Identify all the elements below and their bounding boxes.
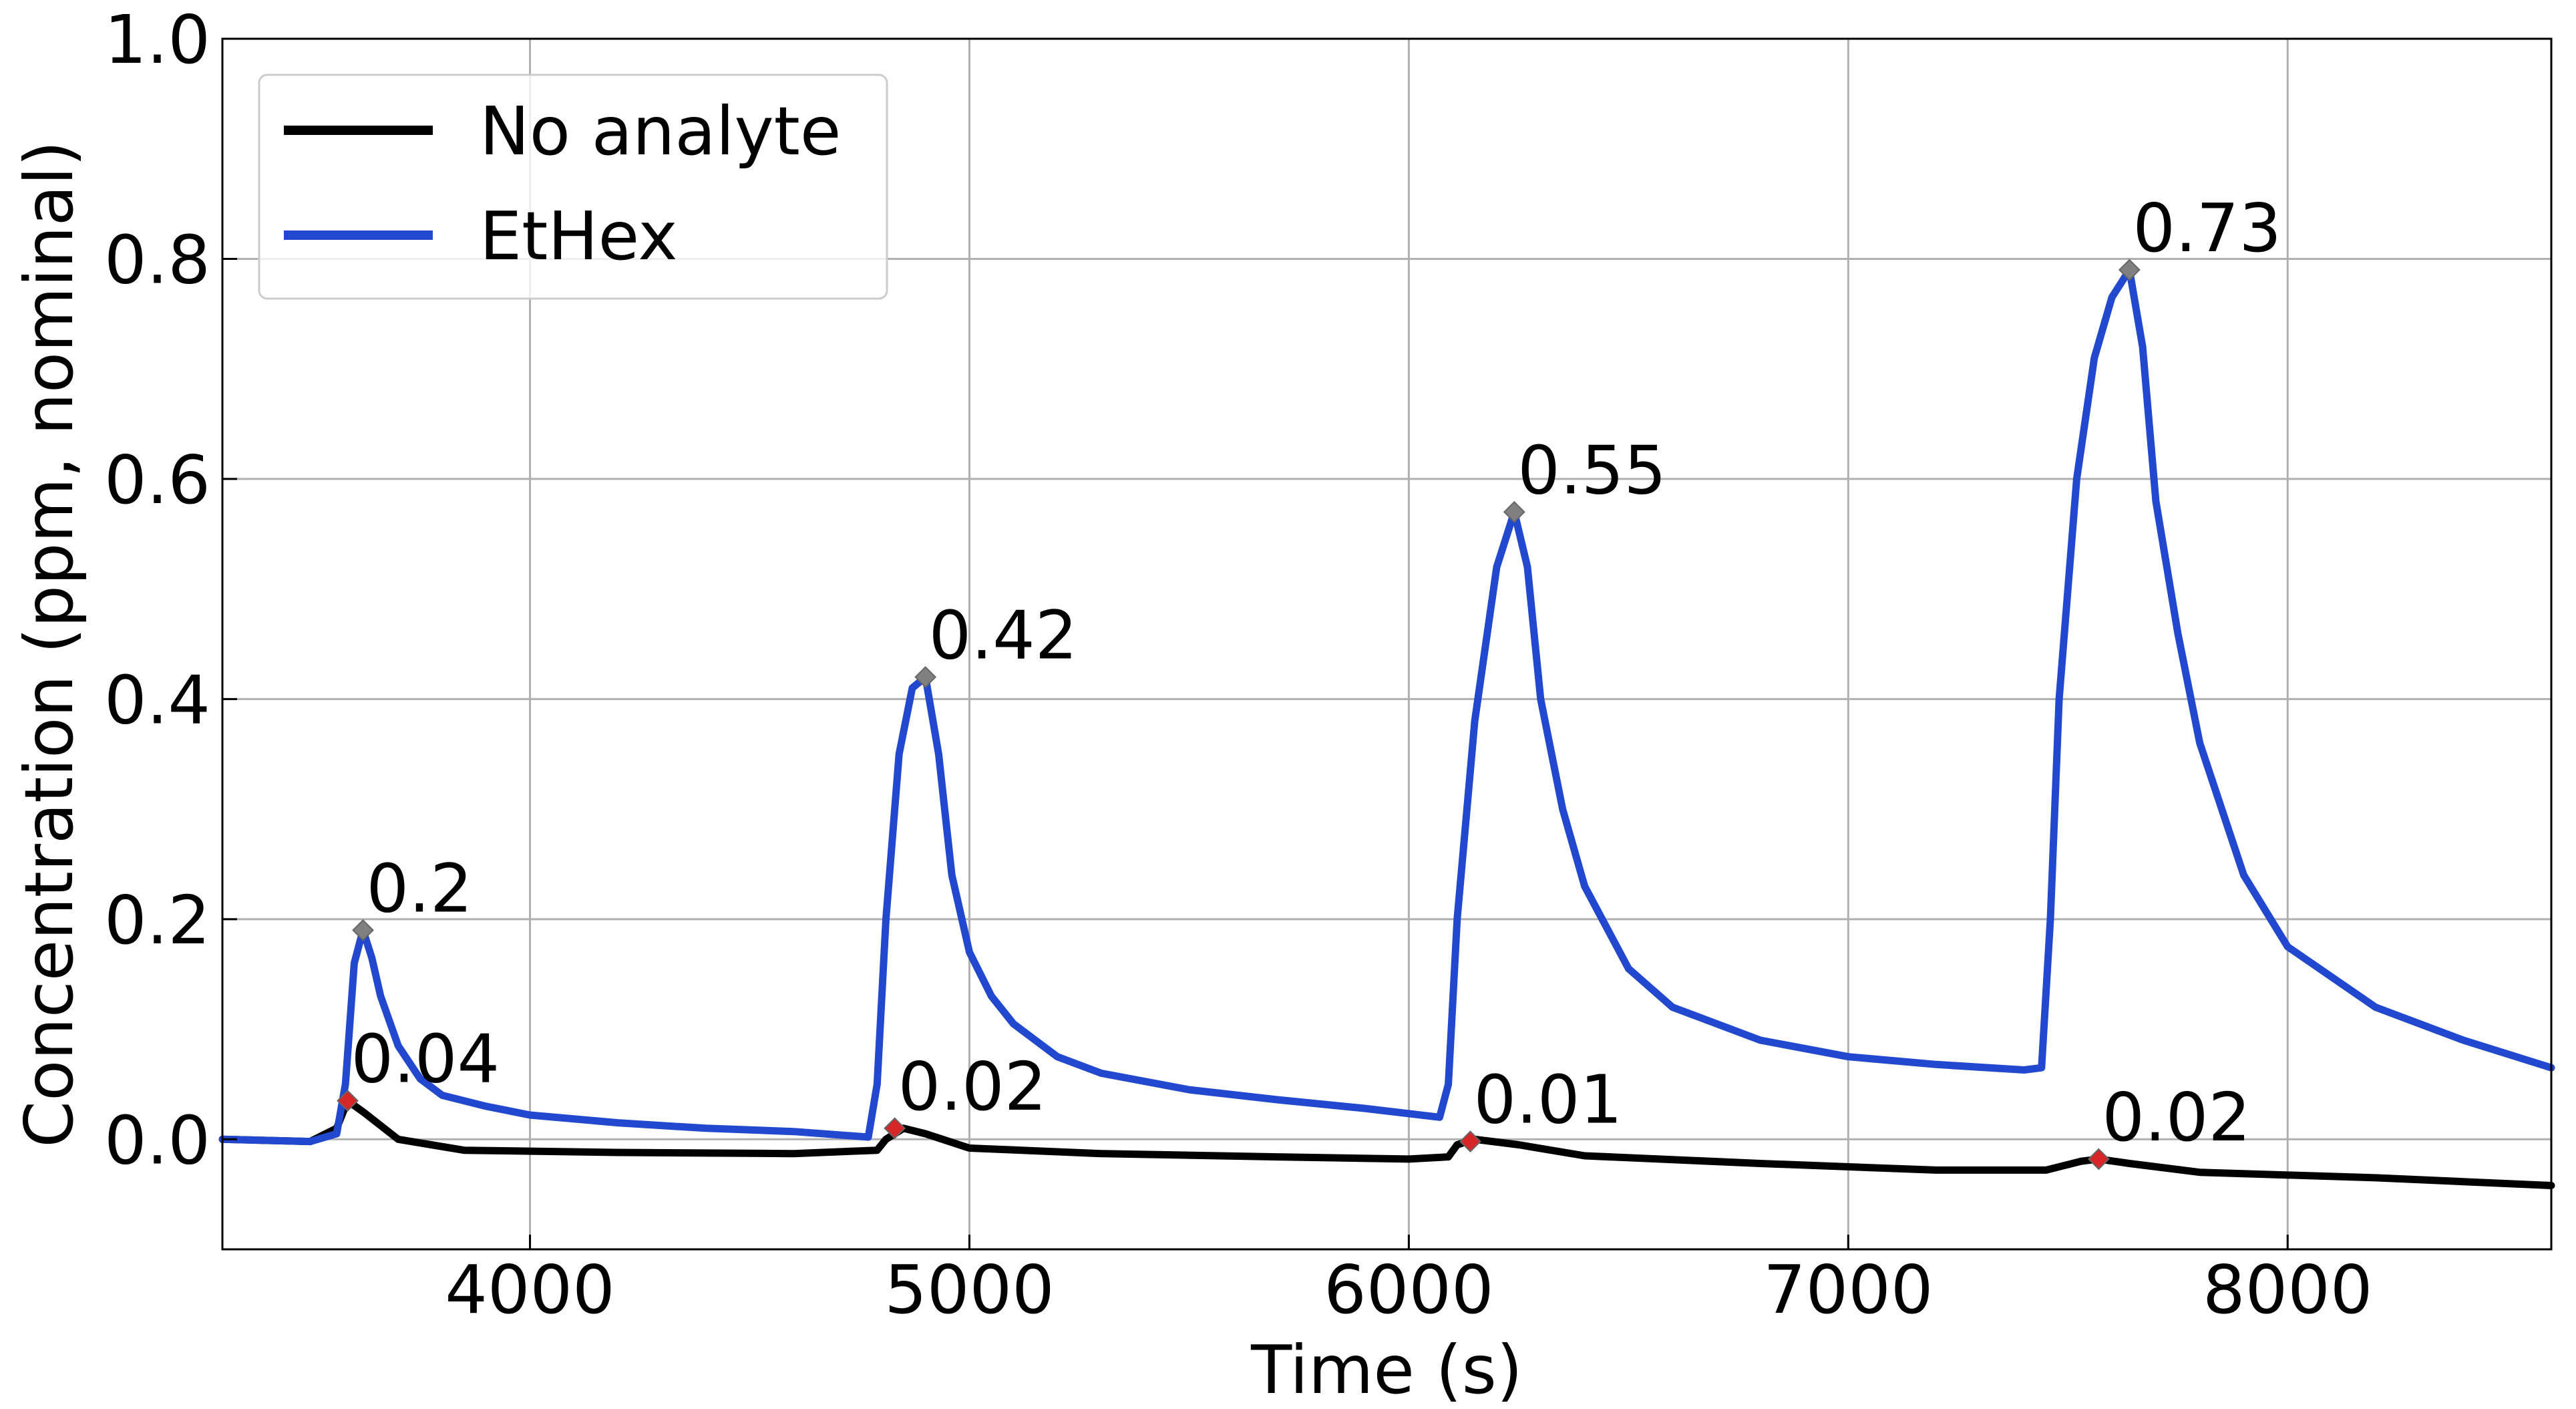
peak-marker xyxy=(1459,1130,1481,1152)
y-tick-label: 0.0 xyxy=(104,1101,210,1179)
plot-area-frame xyxy=(221,37,2553,1251)
peak-marker xyxy=(337,1090,359,1112)
peak-marker xyxy=(352,919,374,941)
peak-label: 0.04 xyxy=(351,1020,500,1098)
peak-marker xyxy=(1503,500,1525,523)
legend-label-no-analyte: No analyte xyxy=(480,92,841,170)
y-axis-title: Concentration (ppm, nominal) xyxy=(10,140,88,1147)
axis-ticks: 4000 5000 6000 7000 8000 0.0 0.2 0.4 0.6 0.8 1.0 xyxy=(104,1,2373,1329)
y-tick-label: 0.6 xyxy=(104,441,210,519)
peak-annotations: 0.2 0.42 0.55 0.73 0.04 0.02 0.01 0.02 xyxy=(351,189,2282,1156)
peak-marker xyxy=(2087,1148,2110,1170)
series-lines xyxy=(218,266,2555,1189)
peak-marker xyxy=(2118,259,2141,281)
legend: No analyte EtHex xyxy=(258,73,888,300)
peak-label: 0.01 xyxy=(1474,1061,1623,1139)
y-tick-label: 0.8 xyxy=(104,220,210,299)
peak-label: 0.55 xyxy=(1517,431,1666,509)
x-tick-label: 8000 xyxy=(2203,1251,2373,1329)
x-tick-label: 4000 xyxy=(445,1251,615,1329)
peak-marker xyxy=(914,666,937,688)
y-tick-label: 0.4 xyxy=(104,661,210,739)
series-line-ethex xyxy=(218,266,2555,1146)
x-tick-label: 7000 xyxy=(1763,1251,1934,1329)
series-line-no-analyte xyxy=(218,1097,2555,1189)
x-tick-label: 6000 xyxy=(1324,1251,1494,1329)
y-tick-label: 1.0 xyxy=(104,1,210,79)
x-tick-label: 5000 xyxy=(884,1251,1055,1329)
x-axis-title: Time (s) xyxy=(1250,1331,1523,1409)
legend-label-ethex: EtHex xyxy=(480,197,678,275)
peak-label: 0.02 xyxy=(898,1048,1047,1126)
y-tick-label: 0.2 xyxy=(104,881,210,959)
peak-marker xyxy=(884,1117,906,1140)
peak-label: 0.42 xyxy=(929,596,1078,674)
peak-markers xyxy=(337,259,2141,1170)
peak-label: 0.73 xyxy=(2133,189,2281,267)
peak-label: 0.02 xyxy=(2102,1078,2251,1156)
peak-label: 0.2 xyxy=(367,849,473,927)
